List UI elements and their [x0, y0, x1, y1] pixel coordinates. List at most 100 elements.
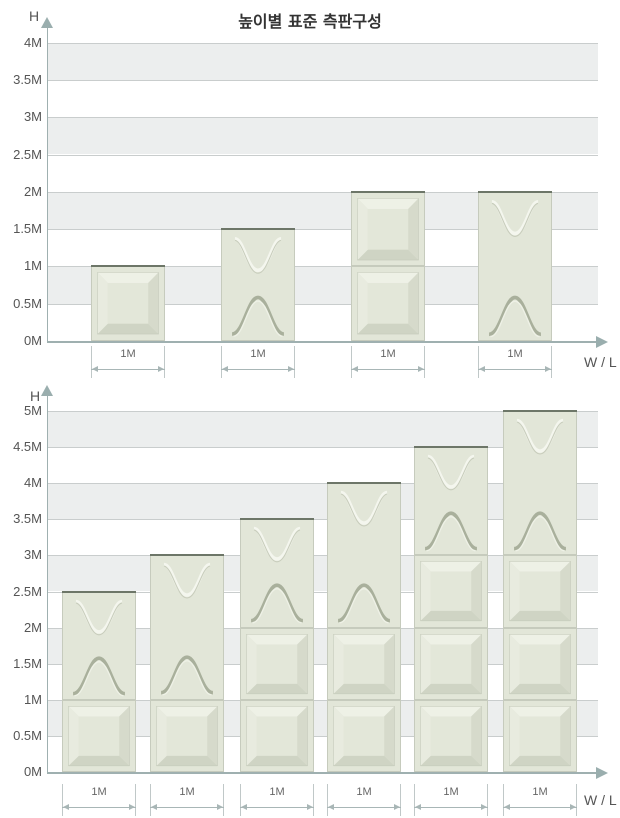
y-tick-label: 4.5M	[13, 439, 42, 455]
arrow-left-icon	[241, 804, 247, 810]
dimension-line	[478, 346, 479, 378]
dimension-line	[503, 807, 577, 808]
width-label: 1M	[179, 786, 195, 798]
dimension-line	[487, 784, 488, 816]
dimension-line	[424, 346, 425, 378]
arch-panel	[478, 191, 552, 341]
y-tick-label: 3M	[23, 547, 42, 563]
width-dimension: 1M	[221, 346, 295, 378]
y-tick-label: 3.5M	[13, 511, 42, 527]
arrow-left-icon	[222, 366, 228, 372]
width-dimension: 1M	[62, 784, 136, 816]
y-tick-label: 1.5M	[13, 221, 42, 237]
panel-top-cap	[150, 554, 224, 557]
arrow-left-icon	[328, 804, 334, 810]
dimension-line	[503, 784, 504, 816]
dimension-line	[294, 346, 295, 378]
arrow-left-icon	[352, 366, 358, 372]
gridline	[47, 627, 598, 629]
y-tick-label: 3.5M	[13, 71, 42, 87]
square-panel	[503, 627, 577, 700]
dimension-line	[164, 346, 165, 378]
arch-panel	[221, 229, 295, 341]
width-dimension: 1M	[327, 784, 401, 816]
dimension-line	[240, 784, 241, 816]
y-tick-label: 4M	[23, 475, 42, 491]
width-dimension: 1M	[240, 784, 314, 816]
y-axis-arrow-icon	[41, 16, 53, 28]
dimension-line	[135, 784, 136, 816]
dimension-line	[62, 807, 136, 808]
y-tick-label: 0.5M	[13, 295, 42, 311]
width-dimension: 1M	[503, 784, 577, 816]
width-dimension: 1M	[150, 784, 224, 816]
grid-band	[48, 117, 598, 155]
gridline	[47, 483, 598, 485]
gridline	[47, 591, 598, 593]
square-panel	[91, 266, 165, 341]
dimension-line	[414, 784, 415, 816]
y-tick-label: 3M	[23, 109, 42, 125]
gridline	[47, 42, 598, 44]
dimension-line	[478, 369, 552, 370]
arch-panel	[503, 411, 577, 556]
width-label: 1M	[91, 786, 107, 798]
width-dimension: 1M	[351, 346, 425, 378]
arch-panel	[414, 447, 488, 556]
arrow-right-icon	[129, 804, 135, 810]
gridline	[47, 699, 598, 701]
dimension-line	[576, 784, 577, 816]
panel-top-cap	[62, 590, 136, 593]
dimension-line	[313, 784, 314, 816]
arrow-right-icon	[418, 366, 424, 372]
arrow-right-icon	[158, 366, 164, 372]
gridline	[47, 447, 598, 449]
gridline	[47, 154, 598, 156]
dimension-line	[221, 346, 222, 378]
x-axis-label: W / L	[584, 792, 617, 808]
dimension-line	[327, 807, 401, 808]
gridline	[47, 519, 598, 521]
dimension-line	[223, 784, 224, 816]
arrow-left-icon	[92, 366, 98, 372]
panel-top-cap	[478, 190, 552, 193]
gridline	[47, 663, 598, 665]
y-tick-label: 0M	[23, 764, 42, 779]
panel-top-cap	[503, 410, 577, 412]
gridline	[47, 79, 598, 81]
y-tick-label: 1M	[23, 258, 42, 274]
dimension-line	[150, 807, 224, 808]
square-panel	[351, 266, 425, 341]
square-panel	[414, 699, 488, 772]
dimension-line	[221, 369, 295, 370]
gridline	[47, 735, 598, 737]
dimension-line	[62, 784, 63, 816]
arrow-left-icon	[151, 804, 157, 810]
arrow-right-icon	[394, 804, 400, 810]
y-tick-label: 2.5M	[13, 583, 42, 599]
y-axis	[47, 389, 48, 772]
y-tick-label: 2M	[23, 619, 42, 635]
width-dimension: 1M	[414, 784, 488, 816]
gridline	[47, 191, 598, 193]
arch-panel	[240, 519, 314, 628]
y-tick-label: 0.5M	[13, 727, 42, 743]
square-panel	[327, 699, 401, 772]
square-panel	[414, 555, 488, 628]
square-panel	[503, 699, 577, 772]
panel-top-cap	[327, 482, 401, 485]
width-label: 1M	[250, 348, 266, 360]
square-panel	[240, 627, 314, 700]
gridline	[47, 555, 598, 557]
width-label: 1M	[443, 786, 459, 798]
panel-top-cap	[91, 265, 165, 268]
y-axis-label: H	[29, 8, 40, 24]
arrow-right-icon	[217, 804, 223, 810]
gridline	[47, 303, 598, 305]
arrow-right-icon	[570, 804, 576, 810]
y-axis	[47, 20, 48, 341]
panel-top-cap	[351, 190, 425, 193]
x-axis-arrow-icon	[596, 336, 608, 348]
arrow-left-icon	[63, 804, 69, 810]
width-dimension: 1M	[478, 346, 552, 378]
